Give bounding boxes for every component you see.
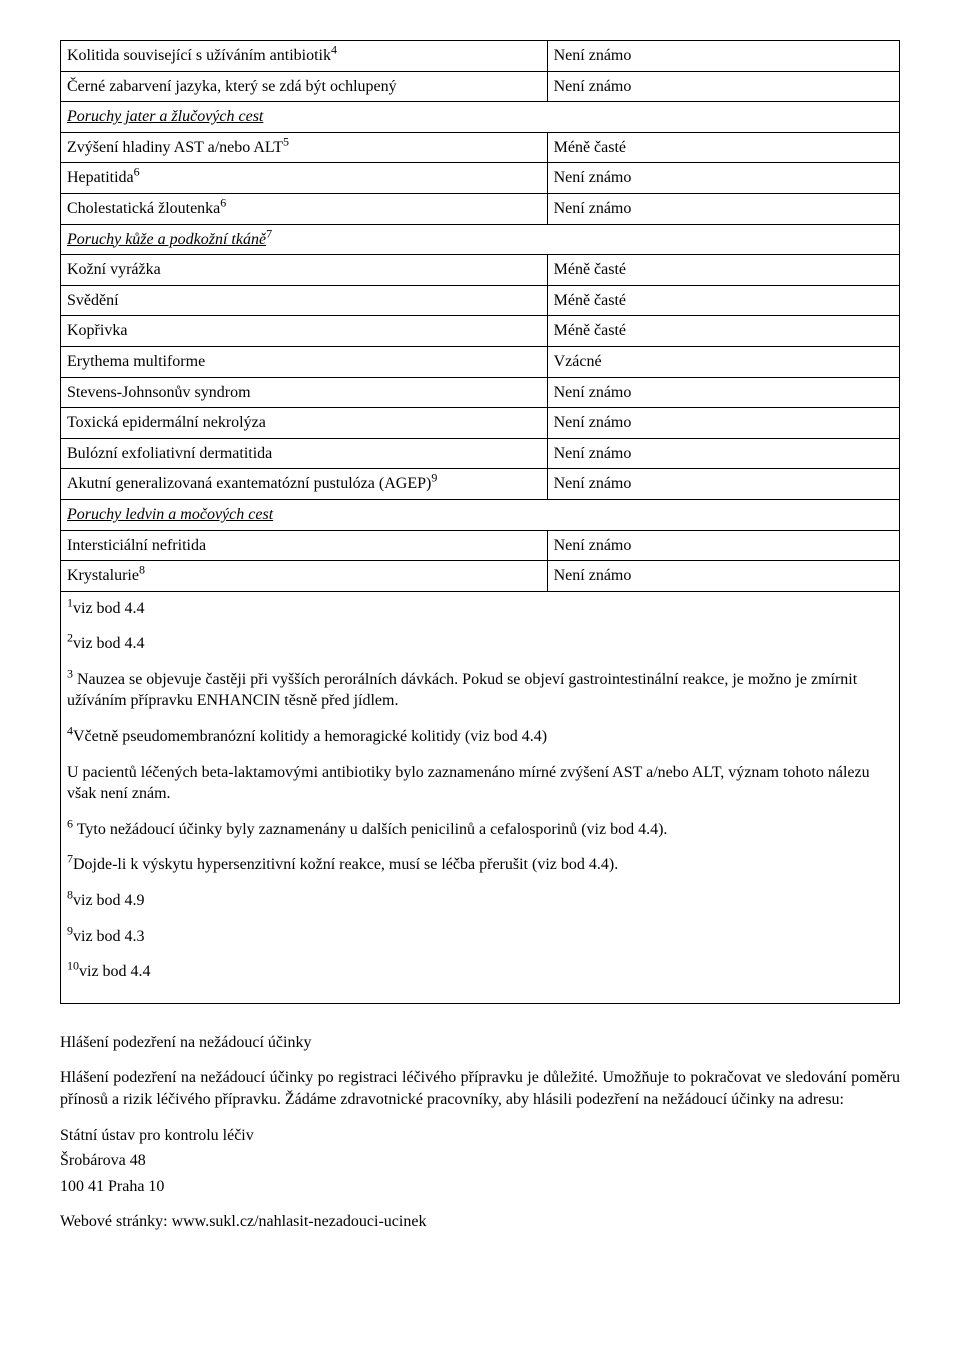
- table-row: Cholestatická žloutenka6Není známo: [61, 193, 900, 224]
- superscript: 3: [67, 667, 73, 681]
- frequency-cell: Není známo: [547, 163, 899, 194]
- table-row: SvěděníMéně časté: [61, 285, 900, 316]
- frequency-cell: Není známo: [547, 561, 899, 592]
- effect-name-cell: Toxická epidermální nekrolýza: [61, 408, 548, 439]
- frequency-cell: Méně časté: [547, 255, 899, 286]
- table-row: Zvýšení hladiny AST a/nebo ALT5Méně čast…: [61, 132, 900, 163]
- footnotes-cell: 1viz bod 4.4 2viz bod 4.4 3 Nauzea se obje…: [61, 591, 900, 1003]
- frequency-cell: Není známo: [547, 71, 899, 102]
- section-header-text: Poruchy ledvin a močových cest: [67, 506, 273, 523]
- superscript: 6: [67, 817, 73, 831]
- superscript: 6: [134, 165, 140, 179]
- footnote: 3 Nauzea se objevuje častěji při vyšších…: [67, 669, 893, 712]
- address-line-2: Šrobárova 48: [60, 1150, 900, 1172]
- frequency-cell: Vzácné: [547, 346, 899, 377]
- effect-name-cell: Zvýšení hladiny AST a/nebo ALT5: [61, 132, 548, 163]
- superscript: 1: [67, 595, 73, 609]
- section-header-cell: Poruchy ledvin a močových cest: [61, 499, 900, 530]
- footnote: 7Dojde-li k výskytu hypersenzitivní kožn…: [67, 854, 893, 876]
- footnote: 1viz bod 4.4: [67, 598, 893, 620]
- effect-name-cell: Svědění: [61, 285, 548, 316]
- effect-name-cell: Kožní vyrážka: [61, 255, 548, 286]
- effect-name-cell: Erythema multiforme: [61, 346, 548, 377]
- footnote: 4Včetně pseudomembranózní kolitidy a hem…: [67, 726, 893, 748]
- effect-name-cell: Hepatitida6: [61, 163, 548, 194]
- superscript: 6: [220, 196, 226, 210]
- superscript: 5: [283, 134, 289, 148]
- frequency-cell: Není známo: [547, 41, 899, 72]
- website-line: Webové stránky: www.sukl.cz/nahlasit-nez…: [60, 1211, 900, 1233]
- frequency-cell: Méně časté: [547, 285, 899, 316]
- frequency-cell: Není známo: [547, 377, 899, 408]
- table-row: Krystalurie8Není známo: [61, 561, 900, 592]
- frequency-cell: Není známo: [547, 408, 899, 439]
- superscript: 8: [67, 888, 73, 902]
- table-row: Stevens-Johnsonův syndromNení známo: [61, 377, 900, 408]
- frequency-cell: Méně časté: [547, 316, 899, 347]
- footnote: 10viz bod 4.4: [67, 961, 893, 983]
- table-row: Poruchy ledvin a močových cest: [61, 499, 900, 530]
- effect-name-cell: Akutní generalizovaná exantematózní pust…: [61, 469, 548, 500]
- superscript: 9: [67, 923, 73, 937]
- frequency-cell: Není známo: [547, 530, 899, 561]
- adverse-effects-table: Kolitida související s užíváním antibiot…: [60, 40, 900, 1004]
- section-header-text: Poruchy jater a žlučových cest: [67, 108, 263, 125]
- footnote: 6 Tyto nežádoucí účinky byly zaznamenány…: [67, 819, 893, 841]
- frequency-cell: Méně časté: [547, 132, 899, 163]
- table-row: Bulózní exfoliativní dermatitidaNení zná…: [61, 438, 900, 469]
- superscript: 7: [266, 226, 272, 240]
- section-header-text: Poruchy kůže a podkožní tkáně: [67, 231, 266, 248]
- address-line-3: 100 41 Praha 10: [60, 1176, 900, 1198]
- effect-name-cell: Stevens-Johnsonův syndrom: [61, 377, 548, 408]
- footnote: U pacientů léčených beta-laktamovými ant…: [67, 762, 893, 805]
- effect-name-cell: Intersticiální nefritida: [61, 530, 548, 561]
- footnote: 9viz bod 4.3: [67, 926, 893, 948]
- effect-name-cell: Cholestatická žloutenka6: [61, 193, 548, 224]
- footnote: 8viz bod 4.9: [67, 890, 893, 912]
- superscript: 10: [67, 959, 79, 973]
- frequency-cell: Není známo: [547, 438, 899, 469]
- section-header-cell: Poruchy jater a žlučových cest: [61, 102, 900, 133]
- effect-name-cell: Bulózní exfoliativní dermatitida: [61, 438, 548, 469]
- effect-name-cell: Černé zabarvení jazyka, který se zdá být…: [61, 71, 548, 102]
- section-header-cell: Poruchy kůže a podkožní tkáně7: [61, 224, 900, 255]
- table-row: Toxická epidermální nekrolýzaNení známo: [61, 408, 900, 439]
- superscript: 8: [139, 563, 145, 577]
- effect-name-cell: Kolitida související s užíváním antibiot…: [61, 41, 548, 72]
- table-row: Černé zabarvení jazyka, který se zdá být…: [61, 71, 900, 102]
- table-row: Hepatitida6Není známo: [61, 163, 900, 194]
- footnote: 2viz bod 4.4: [67, 633, 893, 655]
- superscript: 9: [431, 471, 437, 485]
- address-line-1: Státní ústav pro kontrolu léčiv: [60, 1125, 900, 1147]
- superscript: 2: [67, 631, 73, 645]
- table-row: Kolitida související s užíváním antibiot…: [61, 41, 900, 72]
- superscript: 7: [67, 852, 73, 866]
- frequency-cell: Není známo: [547, 469, 899, 500]
- table-row: Poruchy jater a žlučových cest: [61, 102, 900, 133]
- reporting-paragraph: Hlášení podezření na nežádoucí účinky po…: [60, 1067, 900, 1110]
- table-row: Erythema multiformeVzácné: [61, 346, 900, 377]
- table-row: Poruchy kůže a podkožní tkáně7: [61, 224, 900, 255]
- effect-name-cell: Kopřivka: [61, 316, 548, 347]
- reporting-section: Hlášení podezření na nežádoucí účinky Hl…: [60, 1032, 900, 1233]
- superscript: 4: [67, 724, 73, 738]
- superscript: 4: [331, 43, 337, 57]
- table-row: Intersticiální nefritidaNení známo: [61, 530, 900, 561]
- reporting-heading: Hlášení podezření na nežádoucí účinky: [60, 1032, 900, 1054]
- frequency-cell: Není známo: [547, 193, 899, 224]
- table-row: KopřivkaMéně časté: [61, 316, 900, 347]
- table-row: Akutní generalizovaná exantematózní pust…: [61, 469, 900, 500]
- effect-name-cell: Krystalurie8: [61, 561, 548, 592]
- table-row: Kožní vyrážkaMéně časté: [61, 255, 900, 286]
